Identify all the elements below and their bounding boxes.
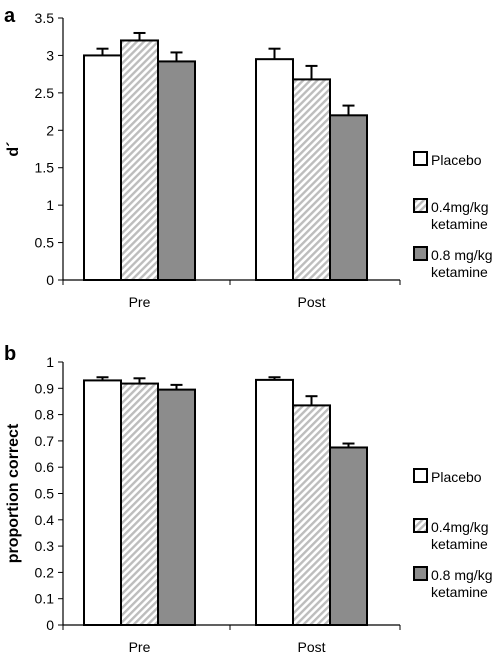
bar (120, 39, 159, 282)
legend-swatch (413, 151, 428, 166)
y-tick-label: 1 (46, 354, 54, 370)
y-tick-label: 0.3 (35, 538, 55, 554)
legend-label: ketamine (431, 264, 488, 280)
legend-swatch (413, 246, 428, 261)
panel-b-chart: b proportion correct 0 0.1 0.2 0.3 0.4 0.5 0.6 0.… (4, 343, 492, 655)
bar (255, 58, 294, 281)
y-tick-label: 0 (46, 272, 54, 288)
y-tick-label: 1.5 (35, 160, 55, 176)
legend-label: ketamine (431, 536, 488, 552)
legend-swatch (413, 468, 428, 483)
y-tick-label: 0.1 (35, 591, 55, 607)
y-tick-label: 0.7 (35, 433, 55, 449)
y-tick-label: 0 (46, 617, 54, 633)
x-category-label: Post (297, 639, 325, 655)
x-category-label: Pre (129, 639, 151, 655)
legend-swatch (413, 198, 428, 213)
bar (120, 382, 159, 627)
y-tick-label: 3 (46, 47, 54, 63)
legend-label: Placebo (431, 152, 482, 168)
legend-swatch (413, 566, 428, 581)
legend-label: 0.4mg/kg (431, 199, 489, 215)
bar (157, 388, 196, 626)
bar (83, 54, 122, 281)
legend-label: ketamine (431, 216, 488, 232)
y-tick-label: 0.8 (35, 407, 55, 423)
y-axis-label: d´ (5, 141, 22, 156)
legend-label: Placebo (431, 469, 482, 485)
y-tick-label: 2.5 (35, 85, 55, 101)
legend-label: 0.4mg/kg (431, 519, 489, 535)
y-tick-label: 0.5 (35, 235, 55, 251)
panel-a-chart: a d´ 0 0.5 1 1.5 2 2.5 3 3.5 Pre Post Placebo 0.4mg/k… (4, 5, 492, 310)
y-tick-label: 0.4 (35, 512, 55, 528)
legend-label: ketamine (431, 584, 488, 600)
y-tick-label: 0.5 (35, 486, 55, 502)
bar (83, 379, 122, 626)
x-category-label: Post (297, 294, 325, 310)
panel-label: a (4, 5, 16, 27)
y-tick-label: 3.5 (35, 10, 55, 26)
y-tick-label: 1 (46, 197, 54, 213)
y-tick-label: 0.2 (35, 564, 55, 580)
y-tick-label: 0.9 (35, 380, 55, 396)
legend-label: 0.8 mg/kg (431, 247, 492, 263)
bar (157, 60, 196, 281)
y-tick-label: 0.6 (35, 459, 55, 475)
bar (329, 114, 368, 281)
bar (292, 78, 331, 281)
bar (329, 446, 368, 626)
bar (255, 378, 294, 626)
y-tick-label: 2 (46, 122, 54, 138)
x-category-label: Pre (129, 294, 151, 310)
legend-swatch (413, 518, 428, 533)
y-axis-label: proportion correct (5, 423, 22, 563)
legend-label: 0.8 mg/kg (431, 567, 492, 583)
bar (292, 404, 331, 626)
panel-label: b (4, 343, 16, 365)
